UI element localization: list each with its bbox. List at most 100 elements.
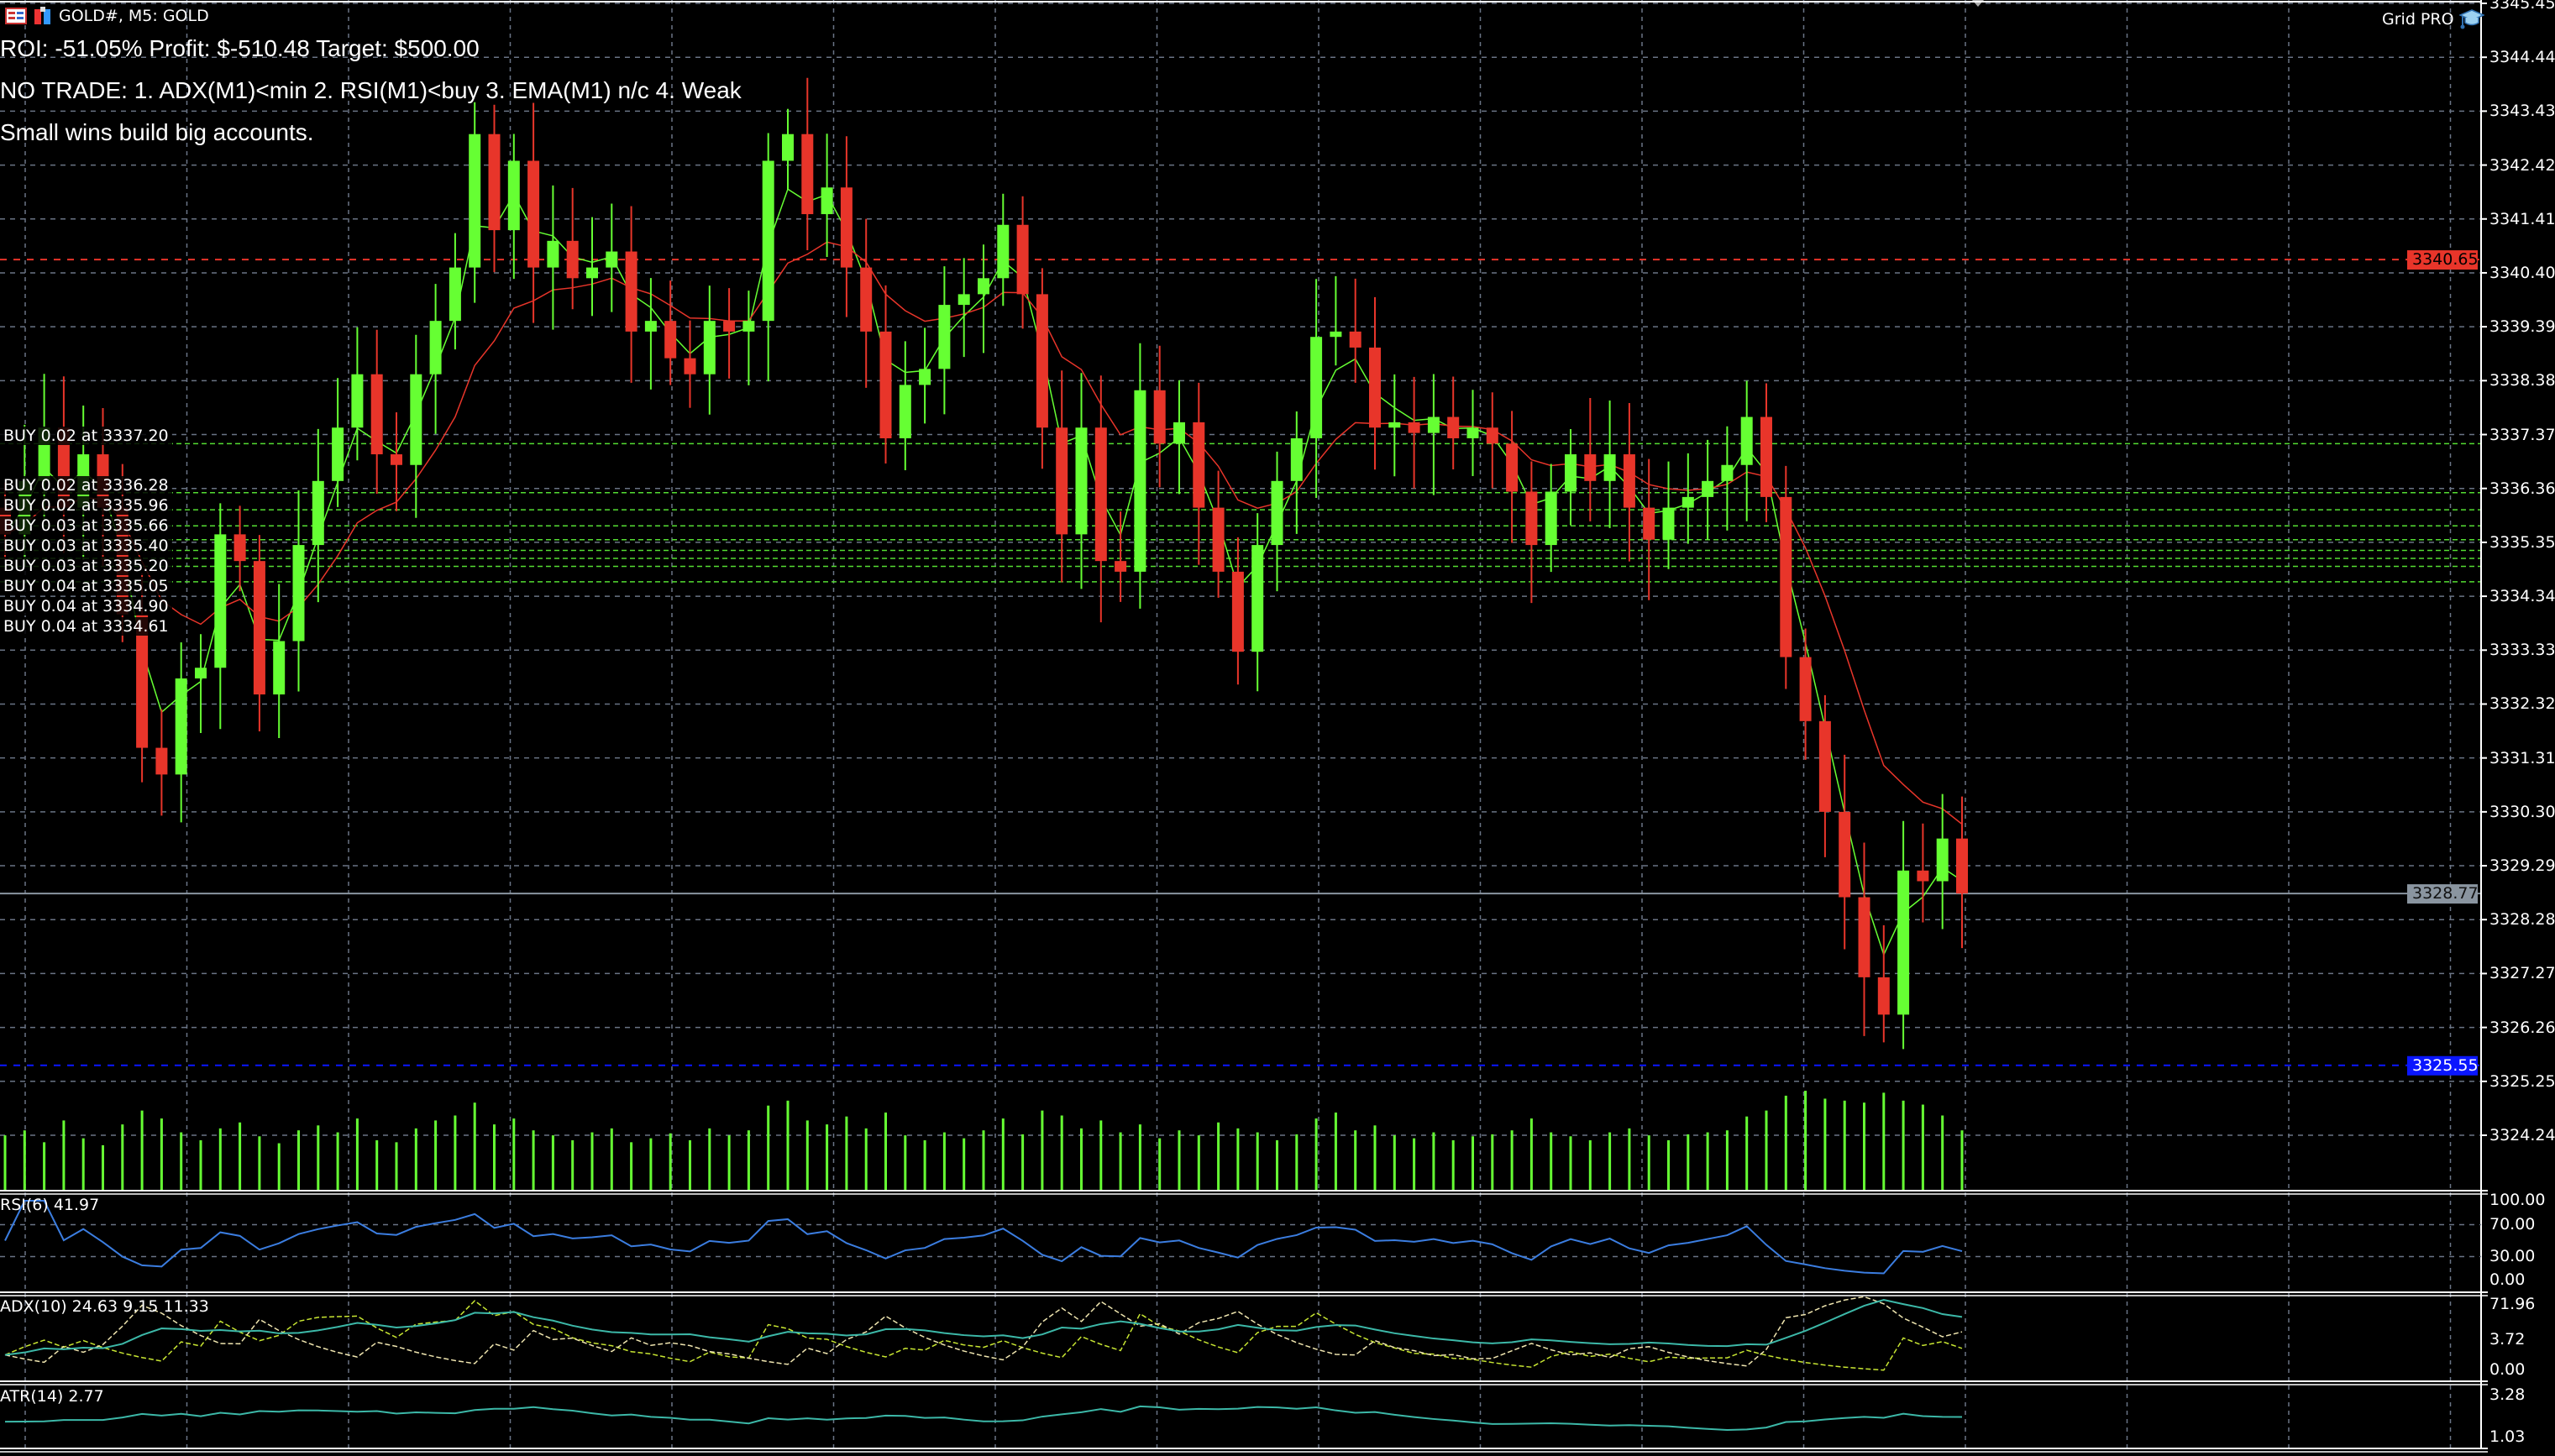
volume-bar bbox=[1276, 1140, 1278, 1190]
bid-line-label: 3328.77 bbox=[2412, 884, 2479, 903]
chart-header: GOLD#, M5: GOLD bbox=[5, 7, 209, 25]
bear-candle bbox=[664, 321, 677, 359]
bull-candle bbox=[214, 534, 227, 668]
volume-bar bbox=[1256, 1132, 1259, 1190]
price-tick-label: 3337.37 bbox=[2489, 425, 2555, 444]
volume-bar bbox=[297, 1130, 300, 1190]
volume-bar bbox=[1569, 1136, 1572, 1190]
volume-bar bbox=[1451, 1140, 1455, 1190]
adx-extra-label: 3.72 bbox=[2489, 1330, 2526, 1349]
volume-bar bbox=[81, 1138, 85, 1190]
bear-candle bbox=[233, 534, 246, 562]
bear-candle bbox=[1153, 390, 1166, 444]
volume-bar bbox=[1765, 1110, 1768, 1190]
volume-bar bbox=[864, 1128, 868, 1190]
price-tick-label: 3326.26 bbox=[2489, 1018, 2555, 1037]
bull-candle bbox=[997, 224, 1010, 279]
bull-candle bbox=[1565, 454, 1577, 492]
bull-candle bbox=[1721, 464, 1734, 481]
bear-candle bbox=[801, 134, 814, 215]
bull-candle bbox=[1075, 427, 1088, 535]
price-tick-label: 3331.31 bbox=[2489, 748, 2555, 767]
bear-candle bbox=[1623, 454, 1635, 508]
volume-bar bbox=[767, 1105, 770, 1190]
price-tick-label: 3325.25 bbox=[2489, 1071, 2555, 1091]
sell-target-line-label: 3340.65 bbox=[2412, 250, 2479, 270]
bear-candle bbox=[1349, 331, 1361, 348]
bear-candle bbox=[1036, 294, 1048, 428]
adx-axis-label: 71.96 bbox=[2489, 1295, 2536, 1313]
bull-candle bbox=[782, 134, 794, 161]
price-tick-label: 3342.42 bbox=[2489, 155, 2555, 175]
bear-candle bbox=[625, 251, 637, 332]
volume-bar bbox=[121, 1124, 124, 1190]
volume-bar bbox=[1021, 1134, 1025, 1190]
chart-window-icon[interactable] bbox=[34, 7, 52, 25]
bull-candle bbox=[1681, 496, 1694, 508]
volume-bar bbox=[904, 1135, 907, 1190]
bull-candle bbox=[507, 160, 520, 231]
bull-candle bbox=[742, 321, 755, 332]
bear-candle bbox=[1799, 657, 1812, 721]
volume-bar bbox=[493, 1124, 496, 1190]
volume-bar bbox=[630, 1142, 633, 1190]
atr-line bbox=[4, 1405, 1963, 1432]
volume-bar bbox=[689, 1140, 691, 1190]
volume-bar bbox=[1197, 1135, 1200, 1190]
volume-bar bbox=[1295, 1134, 1298, 1190]
volume-bar bbox=[1882, 1092, 1886, 1190]
bear-candle bbox=[253, 561, 265, 695]
volume-bar bbox=[942, 1132, 946, 1190]
bull-candle bbox=[1466, 427, 1479, 438]
volume-bar bbox=[1334, 1112, 1337, 1190]
bull-candle bbox=[1134, 390, 1146, 572]
bull-candle bbox=[586, 267, 598, 279]
price-tick-label: 3344.44 bbox=[2489, 48, 2555, 67]
price-tick-label: 3335.35 bbox=[2489, 532, 2555, 552]
buy-order-label: BUY 0.02 at 3337.20 bbox=[0, 427, 172, 446]
price-tick-label: 3334.34 bbox=[2489, 587, 2555, 606]
price-tick-label: 3330.30 bbox=[2489, 802, 2555, 821]
bull-candle bbox=[1330, 331, 1342, 338]
atr-axis-label: 1.03 bbox=[2489, 1427, 2526, 1446]
expert-badge[interactable]: Grid PRO bbox=[2382, 8, 2484, 30]
volume-bar bbox=[708, 1128, 711, 1190]
adx-label: ADX(10) 24.63 9.15 11.33 bbox=[0, 1297, 209, 1316]
bull-candle bbox=[1702, 480, 1714, 497]
bear-candle bbox=[1818, 720, 1831, 812]
volume-bar bbox=[512, 1118, 516, 1190]
stop-level-line-label-bg bbox=[2407, 1055, 2478, 1076]
price-tick-label: 3332.32 bbox=[2489, 694, 2555, 714]
volume-bar bbox=[963, 1138, 966, 1190]
volume-bar bbox=[1041, 1110, 1044, 1190]
bull-candle bbox=[978, 278, 989, 295]
atr-axis-label: 3.28 bbox=[2489, 1385, 2526, 1404]
volume-bar bbox=[669, 1133, 672, 1190]
volume-bar bbox=[434, 1120, 438, 1190]
price-tick-label: 3333.33 bbox=[2489, 641, 2555, 660]
volume-bar bbox=[845, 1116, 848, 1190]
volume-bar bbox=[826, 1124, 829, 1190]
volume-bar bbox=[355, 1118, 359, 1190]
price-tick-label: 3336.36 bbox=[2489, 479, 2555, 498]
price-tick-label: 3328.28 bbox=[2489, 910, 2555, 930]
volume-bar bbox=[1217, 1122, 1220, 1190]
bull-candle bbox=[1427, 416, 1440, 433]
bull-candle bbox=[1388, 422, 1401, 428]
atr-label: ATR(14) 2.77 bbox=[0, 1387, 104, 1406]
volume-bar bbox=[102, 1144, 104, 1190]
bull-candle bbox=[1251, 545, 1264, 652]
volume-bar bbox=[43, 1142, 46, 1190]
stop-level-line-label: 3325.55 bbox=[2412, 1055, 2479, 1075]
bull-candle bbox=[429, 321, 442, 374]
bear-candle bbox=[1056, 427, 1068, 535]
rsi-label: RSI(6) 41.97 bbox=[0, 1196, 100, 1214]
bear-candle bbox=[1839, 811, 1851, 898]
bear-candle bbox=[370, 374, 383, 455]
price-tick-label: 3341.41 bbox=[2489, 209, 2555, 228]
bull-candle bbox=[762, 160, 774, 322]
volume-bar bbox=[1099, 1120, 1103, 1190]
volume-bar bbox=[1080, 1128, 1083, 1190]
table-icon[interactable] bbox=[5, 7, 27, 25]
